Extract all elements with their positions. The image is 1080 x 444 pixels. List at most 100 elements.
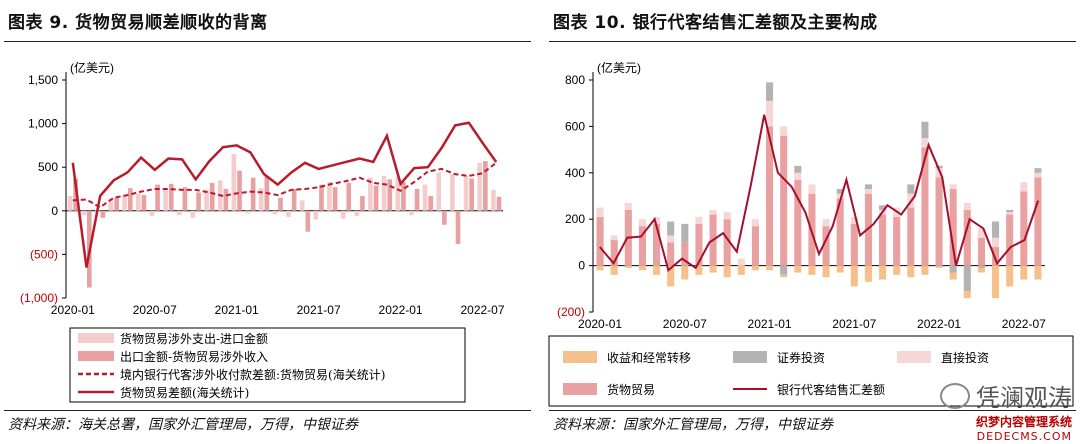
bar [319, 184, 324, 211]
legend-label: 出口金额-货物贸易涉外收入 [120, 349, 268, 364]
legend-swatch [563, 351, 597, 363]
bar [332, 187, 338, 211]
bar [360, 195, 365, 211]
stacked-bar-segment [751, 265, 759, 271]
stacked-bar-segment [907, 265, 915, 278]
stacked-bar-segment [624, 202, 632, 210]
stacked-bar-segment [836, 189, 844, 194]
bar [428, 195, 434, 211]
bar [127, 188, 133, 211]
stacked-bar-segment [822, 219, 830, 227]
bar [114, 197, 119, 211]
right-figure: 图表 10. 银行代客结售汇差额及主要构成 (亿美元) (200) 0 200 400 6… [545, 0, 1080, 444]
stacked-bar-segment [850, 265, 858, 287]
stacked-bar-segment [1006, 212, 1014, 215]
wechat-icon [940, 382, 970, 409]
bar [346, 182, 352, 211]
bar [313, 210, 319, 220]
stacked-bar-segment [638, 265, 646, 271]
stacked-bar-segment [780, 135, 788, 266]
stacked-bar-segment [610, 240, 618, 266]
stacked-bar-segment [935, 265, 943, 268]
bar [245, 210, 250, 214]
figure-title-right: 图表 10. 银行代客结售汇差额及主要构成 [553, 13, 878, 33]
stacked-bar-segment [935, 165, 943, 169]
x-tick-label: 2020-01 [578, 317, 622, 331]
stacked-bar-segment [695, 223, 703, 266]
left-figure: 图表 9. 货物贸易顺差顺收的背离 (亿美元) (1,000) (500) 0 500 1… [0, 0, 535, 444]
bar [168, 183, 174, 211]
stacked-bar-segment [709, 209, 717, 215]
y-tick-label: 800 [565, 73, 585, 87]
legend-label: 境内银行代客涉外收付款差额:货物贸易(海关统计) [120, 367, 385, 382]
bar [135, 193, 141, 211]
stacked-bar-segment [907, 207, 915, 266]
y-axis-unit: (亿美元) [70, 60, 114, 75]
legend-label: 直接投资 [941, 350, 989, 365]
x-tick-label: 2020-07 [133, 303, 177, 317]
stacked-bar-segment [864, 189, 872, 194]
x-tick-label: 2022-01 [917, 317, 961, 331]
bar [477, 162, 483, 211]
bar [122, 195, 127, 211]
stacked-bar-segment [653, 265, 661, 275]
stacked-bar-segment [667, 265, 675, 287]
bar [81, 210, 86, 216]
stacked-bar-segment [737, 258, 745, 266]
stacked-bar-segment [822, 265, 830, 278]
stacked-bar-segment [879, 214, 887, 266]
chart-left: (亿美元) (1,000) (500) 0 500 1,000 1,500 2020-01 20… [20, 60, 505, 403]
x-tick-label: 2021-01 [748, 317, 792, 331]
y-tick-label: 1,500 [28, 73, 58, 87]
bar [223, 189, 229, 211]
stacked-bar-segment [1006, 265, 1014, 287]
bar [442, 210, 447, 225]
legend-label: 银行代客结售汇差额 [777, 382, 885, 397]
stacked-bar-segment [1034, 265, 1042, 280]
x-tick-label: 2020-07 [663, 317, 707, 331]
series-line [72, 162, 497, 209]
bar [327, 182, 332, 211]
bar [496, 196, 502, 211]
stacked-bar-segment [921, 265, 929, 275]
bar [436, 172, 442, 211]
bar [483, 161, 488, 211]
stacked-bar-segment [766, 126, 774, 266]
bar [455, 210, 461, 244]
stacked-bar-segment [992, 247, 1000, 266]
legend-label: 收益和经常转移 [607, 350, 691, 365]
stacked-bar-segment [836, 193, 844, 199]
bar [278, 197, 283, 211]
stacked-bar-segment [949, 265, 957, 273]
stacked-bar-segment [850, 216, 858, 224]
stacked-bar-segment [949, 189, 957, 266]
title-rule [549, 41, 1076, 42]
bar [291, 189, 297, 211]
stacked-bar-segment [723, 219, 731, 266]
bar [182, 187, 188, 211]
bar [196, 192, 201, 211]
bar [450, 174, 455, 211]
stacked-bar-segment [1034, 168, 1042, 173]
stacked-bar-segment [808, 265, 816, 275]
stacked-bar-segment [794, 172, 802, 180]
legend-swatch [78, 351, 114, 361]
stacked-bar-segment [1006, 214, 1014, 266]
stacked-bar-segment [935, 177, 943, 266]
watermark: 凭澜观涛 织梦内容管理系统 DEDECMS.COM [940, 378, 1072, 443]
stacked-bar-segment [751, 219, 759, 227]
bar [381, 175, 387, 211]
title-rule [4, 41, 531, 42]
stacked-bar-segment [766, 82, 774, 101]
stacked-bar-segment [610, 235, 618, 241]
stacked-bar-segment [879, 265, 887, 280]
stacked-bar-segment [794, 265, 802, 273]
stacked-bar-segment [977, 237, 985, 266]
stacked-bar-segment [695, 265, 703, 275]
stacked-bar-segment [794, 165, 802, 173]
legend-box [69, 327, 466, 403]
bar [209, 182, 215, 211]
x-tick-label: 2022-07 [460, 303, 504, 317]
stacked-bar-segment [624, 265, 632, 268]
bar [108, 198, 114, 211]
